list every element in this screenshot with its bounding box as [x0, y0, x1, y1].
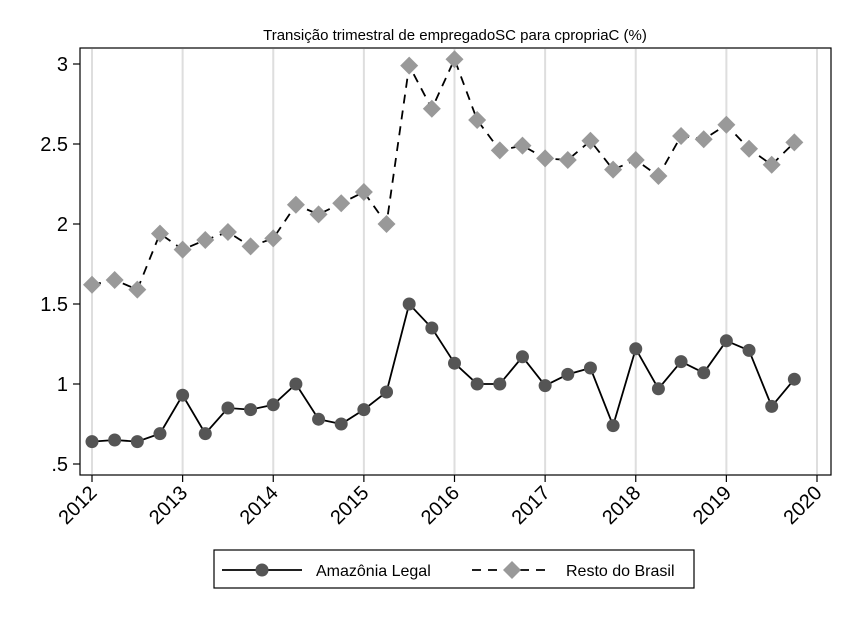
data-point [762, 155, 781, 174]
data-point [742, 343, 756, 357]
y-tick-label: 2 [57, 214, 68, 236]
x-tick-label: 2012 [55, 482, 102, 529]
x-tick-label: 2018 [598, 482, 645, 529]
data-point [196, 231, 215, 249]
data-point [286, 195, 305, 214]
data-point [289, 377, 303, 391]
data-point [357, 403, 371, 417]
series-amazonia-legal [85, 297, 801, 449]
data-point [606, 419, 620, 433]
data-point [176, 388, 190, 402]
data-point [425, 321, 439, 335]
data-point [153, 427, 167, 441]
data-point [377, 215, 396, 233]
data-point [651, 382, 665, 396]
data-point [538, 379, 552, 393]
data-point [241, 237, 260, 256]
data-point [332, 194, 351, 213]
y-tick-label: 3 [57, 54, 68, 76]
data-point [354, 183, 373, 201]
data-point [221, 401, 235, 415]
data-point [198, 427, 212, 441]
data-point [490, 141, 509, 160]
legend-label-resto: Resto do Brasil [566, 563, 675, 580]
data-point [445, 50, 464, 69]
data-point [787, 372, 801, 386]
legend: Amazônia Legal Resto do Brasil [213, 549, 695, 589]
data-point [266, 398, 280, 412]
data-point [626, 151, 645, 169]
data-point [493, 377, 507, 391]
data-point [717, 115, 736, 134]
data-point [558, 151, 577, 169]
data-point [536, 149, 555, 168]
x-tick-label: 2013 [145, 482, 192, 529]
data-point [583, 361, 597, 375]
data-point [470, 377, 484, 391]
data-point [173, 240, 192, 259]
data-point [649, 167, 668, 185]
y-tick-label: .5 [51, 454, 68, 476]
data-point [468, 111, 487, 129]
legend-marker-amazonia [255, 563, 269, 577]
data-point [218, 223, 237, 241]
data-point [105, 271, 124, 289]
data-point [402, 297, 416, 311]
x-tick-label: 2019 [689, 482, 736, 529]
data-point [629, 342, 643, 356]
x-tick-label: 2017 [508, 482, 555, 529]
x-tick-label: 2014 [236, 482, 283, 529]
y-tick-label: 2.5 [40, 134, 68, 156]
y-tick-label: 1.5 [40, 294, 68, 316]
data-point [561, 367, 575, 381]
series-resto-do-brasil [83, 50, 804, 299]
data-point [694, 130, 713, 149]
data-point [400, 56, 419, 75]
data-point [108, 433, 122, 447]
data-point [785, 133, 804, 152]
x-tick-label: 2015 [326, 482, 373, 529]
data-point [264, 229, 283, 248]
series-layer [83, 50, 804, 449]
data-point [765, 399, 779, 413]
data-point [130, 435, 144, 449]
data-point [448, 356, 461, 370]
x-axis: 2012 2013 2014 2015 2016 2017 2018 2019 2020 [55, 475, 827, 529]
data-point [244, 403, 258, 417]
data-point [380, 385, 394, 399]
data-point [312, 412, 326, 426]
data-point [719, 334, 733, 348]
legend-marker-resto [503, 561, 521, 579]
series-line [91, 302, 796, 443]
data-point [309, 205, 328, 224]
series-line [91, 56, 795, 291]
data-point [697, 366, 711, 380]
legend-label-amazonia: Amazônia Legal [316, 563, 431, 580]
data-point [672, 127, 691, 145]
data-point [581, 131, 600, 150]
x-tick-label: 2020 [780, 482, 827, 529]
data-point [740, 139, 759, 158]
data-point [85, 435, 99, 449]
plot-frame [79, 47, 832, 476]
x-tick-label: 2016 [417, 482, 464, 529]
grid-lines [91, 49, 818, 474]
data-point [515, 350, 529, 364]
data-point [83, 275, 101, 294]
data-point [674, 355, 688, 369]
data-point [150, 224, 169, 243]
data-point [128, 280, 147, 299]
y-axis: .5 1 1.5 2 2.5 3 [40, 54, 80, 476]
data-point [513, 136, 532, 155]
legend-box [213, 549, 695, 589]
chart-title: Transição trimestral de empregadoSC para… [263, 27, 647, 44]
y-tick-label: 1 [57, 374, 68, 396]
data-point [334, 417, 348, 431]
data-point [604, 160, 623, 179]
data-point [422, 99, 441, 118]
